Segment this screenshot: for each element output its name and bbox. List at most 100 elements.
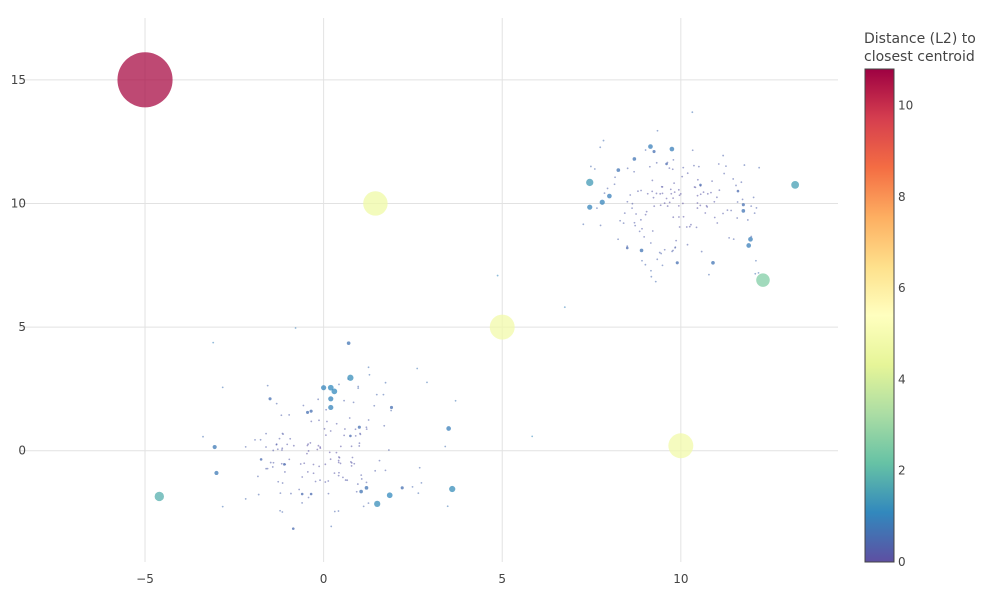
cluster-dot	[726, 209, 729, 212]
cluster-dot	[330, 525, 333, 528]
cluster-dot	[668, 167, 671, 170]
data-point	[363, 191, 388, 216]
cluster-dot	[244, 498, 247, 500]
cluster-dot	[329, 430, 332, 432]
cluster-dot	[633, 170, 636, 173]
data-point	[449, 485, 456, 493]
y-tick-label: 5	[18, 320, 26, 334]
data-point	[331, 388, 338, 395]
cluster-dot	[688, 225, 691, 228]
cluster-dot	[329, 458, 332, 461]
cluster-dot	[337, 474, 340, 477]
colorbar-title-line-1: Distance (L2) to	[864, 31, 976, 47]
cluster-dot	[619, 219, 622, 222]
cluster-dot	[309, 442, 312, 444]
cluster-dot	[281, 449, 283, 451]
cluster-dot	[626, 200, 629, 203]
cluster-dot	[656, 129, 659, 132]
cluster-dot	[343, 399, 345, 402]
data-point	[736, 189, 740, 193]
cluster-dot	[355, 490, 358, 493]
data-point	[791, 181, 800, 189]
cluster-dot	[496, 274, 499, 277]
cluster-dot	[257, 493, 260, 496]
cluster-dot	[292, 444, 295, 447]
cluster-dot	[325, 408, 328, 411]
x-tick-label: −5	[136, 572, 154, 586]
cluster-dot	[713, 200, 716, 203]
cluster-dot	[736, 217, 739, 219]
data-point	[327, 384, 334, 391]
cluster-dot	[279, 509, 281, 512]
cluster-dot	[644, 149, 647, 151]
cluster-dot	[375, 393, 378, 396]
cluster-dot	[702, 191, 705, 194]
colorbar-ticks: 0 2 4 6 8 10	[898, 99, 913, 569]
cluster-dot	[682, 202, 684, 205]
cluster-dot	[280, 462, 283, 465]
cluster-dot	[614, 176, 616, 179]
cluster-dot	[723, 172, 726, 175]
cluster-dot	[699, 193, 702, 196]
data-point	[389, 405, 394, 410]
colorbar-tick-label: 0	[898, 555, 906, 569]
cluster-dot	[319, 479, 321, 482]
cluster-dot	[659, 204, 662, 207]
cluster-dot	[741, 198, 744, 201]
cluster-dot	[732, 178, 735, 180]
data-point	[117, 52, 173, 108]
cluster-dot	[626, 167, 629, 170]
cluster-dot	[335, 451, 338, 454]
cluster-dot	[672, 158, 675, 161]
cluster-dot	[673, 182, 676, 185]
cluster-dot	[279, 492, 282, 495]
data-point	[259, 458, 263, 461]
data-point	[616, 168, 621, 172]
cluster-dot	[589, 165, 592, 168]
cluster-dot	[337, 510, 340, 512]
colorbar-title-line-2: closest centroid	[864, 49, 975, 65]
data-point	[364, 485, 369, 490]
cluster-dot	[617, 238, 619, 241]
cluster-dot	[653, 205, 656, 208]
cluster-dot	[343, 434, 346, 437]
cluster-dot	[757, 271, 760, 274]
data-point	[446, 426, 451, 431]
cluster-dot	[314, 480, 317, 483]
cluster-dot	[696, 194, 699, 197]
data-point	[309, 492, 313, 496]
cluster-dot	[672, 197, 674, 200]
data-point	[305, 410, 310, 414]
cluster-dot	[221, 386, 224, 389]
cluster-dot	[531, 435, 534, 438]
x-tick-label: 0	[320, 572, 328, 586]
cluster-dot	[317, 444, 320, 447]
cluster-dot	[312, 472, 315, 475]
cluster-dot	[670, 192, 673, 195]
cluster-dot	[645, 210, 648, 213]
cluster-dot	[446, 505, 449, 508]
cluster-dot	[360, 478, 363, 480]
cluster-dot	[286, 443, 289, 446]
cluster-dot	[378, 459, 381, 462]
cluster-dot	[599, 146, 602, 149]
cluster-dot	[753, 212, 756, 215]
cluster-dot	[640, 189, 642, 192]
cluster-dot	[275, 402, 278, 405]
cluster-dot	[717, 163, 720, 165]
cluster-dot	[710, 191, 712, 194]
cluster-dot	[272, 461, 275, 464]
cluster-dot	[682, 215, 685, 218]
cluster-dot	[373, 404, 376, 407]
axis-ticks: −5 0 5 10 0 5 10 15	[11, 73, 689, 586]
cluster-dot	[350, 445, 353, 448]
cluster-dot	[327, 492, 330, 495]
cluster-dot	[337, 461, 340, 464]
cluster-dot	[310, 420, 313, 423]
colorbar-tick-label: 10	[898, 99, 913, 113]
y-tick-label: 10	[11, 196, 26, 210]
cluster-dot	[333, 472, 336, 474]
cluster-dot	[563, 306, 566, 309]
cluster-dot	[672, 216, 675, 219]
